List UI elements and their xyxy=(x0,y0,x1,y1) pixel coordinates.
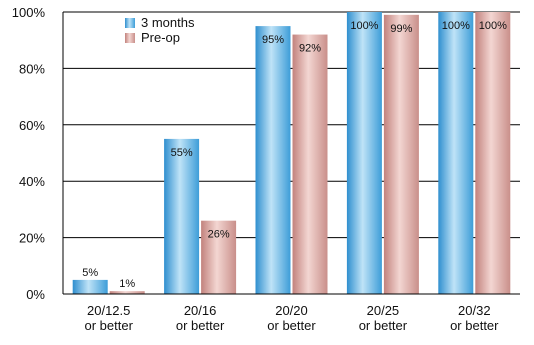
bar-three-months xyxy=(72,279,108,294)
x-category-label: or better xyxy=(450,318,499,333)
data-label: 100% xyxy=(350,20,378,32)
data-label: 5% xyxy=(82,267,98,279)
y-tick-label: 40% xyxy=(19,174,45,189)
data-label: 92% xyxy=(299,43,321,55)
data-label: 1% xyxy=(119,278,135,290)
data-label: 55% xyxy=(171,147,193,159)
data-label: 100% xyxy=(479,20,507,32)
bar-pre-op xyxy=(383,14,419,294)
bar-three-months xyxy=(255,26,291,294)
x-category-label: 20/20 xyxy=(275,303,308,318)
x-category-label: 20/12.5 xyxy=(87,303,130,318)
bar-pre-op xyxy=(201,220,237,294)
x-category-label: or better xyxy=(84,318,133,333)
y-tick-label: 20% xyxy=(19,231,45,246)
y-tick-label: 100% xyxy=(12,5,46,20)
y-tick-label: 80% xyxy=(19,61,45,76)
legend-label: Pre-op xyxy=(141,30,180,45)
data-label: 99% xyxy=(390,23,412,35)
legend-swatch xyxy=(125,18,135,28)
data-label: 100% xyxy=(442,20,470,32)
x-category-label: or better xyxy=(359,318,408,333)
y-tick-label: 60% xyxy=(19,118,45,133)
labels: 0%20%40%60%80%100%5%1%20/12.5or better55… xyxy=(12,5,507,333)
y-tick-label: 0% xyxy=(26,287,45,302)
bar-pre-op xyxy=(292,34,328,295)
x-category-label: 20/16 xyxy=(184,303,217,318)
data-label: 26% xyxy=(208,229,230,241)
bars xyxy=(72,12,511,295)
bar-three-months xyxy=(164,138,200,294)
x-category-label: or better xyxy=(267,318,316,333)
axes xyxy=(62,12,520,295)
bar-three-months xyxy=(346,12,382,294)
bar-pre-op xyxy=(109,291,145,294)
x-category-label: or better xyxy=(176,318,225,333)
x-category-label: 20/32 xyxy=(458,303,491,318)
x-category-label: 20/25 xyxy=(367,303,400,318)
bar-pre-op xyxy=(475,12,511,294)
legend-swatch xyxy=(125,33,135,43)
bar-three-months xyxy=(438,12,474,294)
legend-label: 3 months xyxy=(141,15,195,30)
data-label: 95% xyxy=(262,34,284,46)
